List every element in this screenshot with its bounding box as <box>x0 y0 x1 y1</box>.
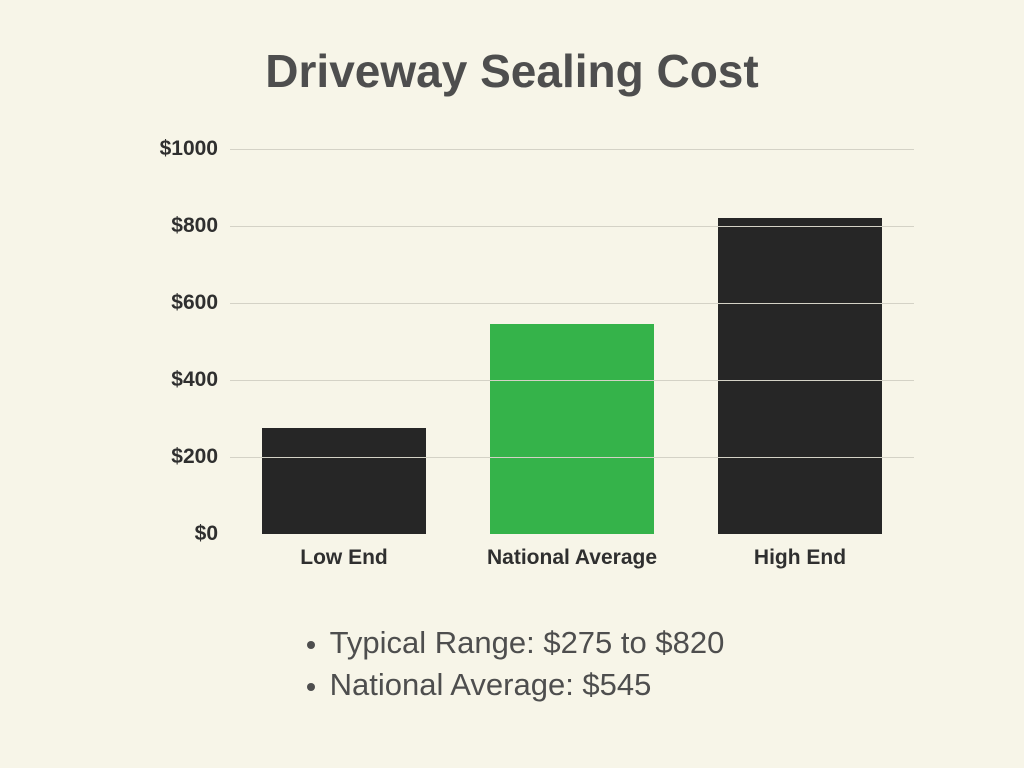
y-tick-label: $200 <box>118 445 218 469</box>
x-tick-label: Low End <box>300 546 388 570</box>
chart-title: Driveway Sealing Cost <box>0 44 1024 98</box>
bars-container <box>230 149 914 534</box>
gridline <box>230 149 914 150</box>
gridline <box>230 226 914 227</box>
x-tick-label: High End <box>754 546 846 570</box>
footer-bullet: Typical Range: $275 to $820 <box>330 622 725 664</box>
cost-bar-chart: Low EndNational AverageHigh End $0$200$4… <box>124 149 914 569</box>
y-tick-label: $1000 <box>118 137 218 161</box>
footer-bullet: National Average: $545 <box>330 664 725 706</box>
bar <box>262 428 426 534</box>
bar <box>718 218 882 534</box>
chart-footer: Typical Range: $275 to $820National Aver… <box>0 622 1024 706</box>
y-tick-label: $400 <box>118 368 218 392</box>
bar <box>490 324 654 534</box>
gridline <box>230 457 914 458</box>
footer-bullet-list: Typical Range: $275 to $820National Aver… <box>300 622 725 706</box>
plot-area: Low EndNational AverageHigh End <box>230 149 914 534</box>
gridline <box>230 380 914 381</box>
y-tick-label: $600 <box>118 291 218 315</box>
gridline <box>230 303 914 304</box>
y-tick-label: $0 <box>118 522 218 546</box>
x-tick-label: National Average <box>487 546 657 570</box>
y-tick-label: $800 <box>118 214 218 238</box>
